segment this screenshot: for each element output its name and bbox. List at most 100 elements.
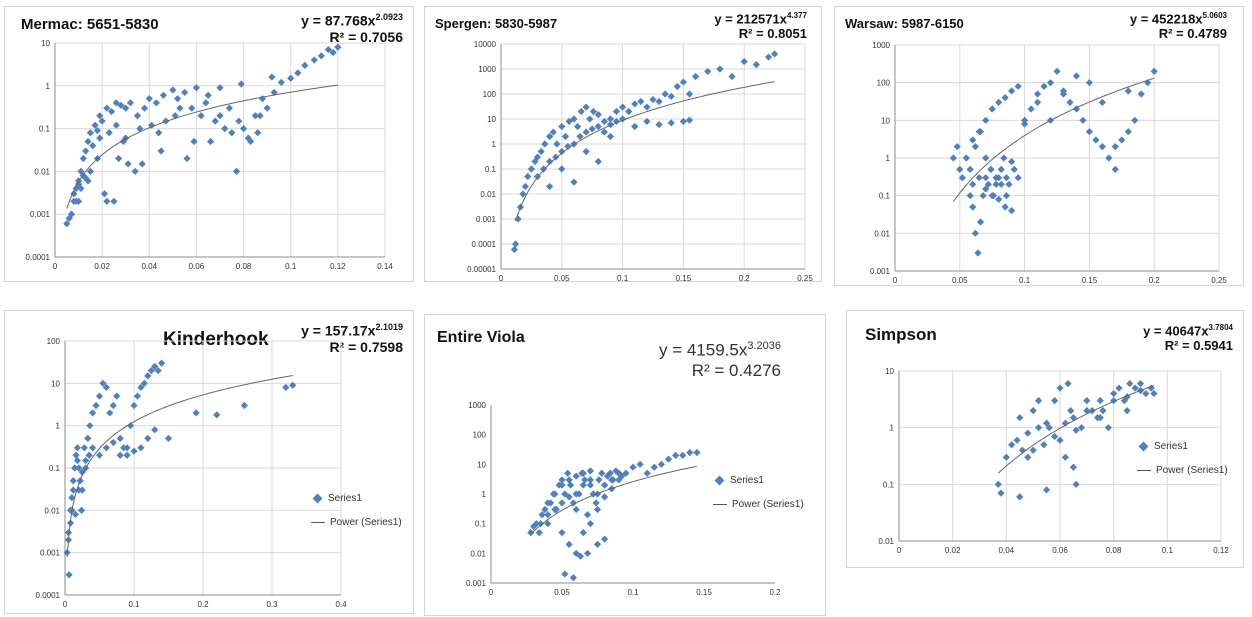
- data-point: [1042, 419, 1051, 427]
- data-point: [595, 476, 603, 484]
- data-point: [686, 448, 694, 457]
- data-point: [969, 180, 977, 188]
- data-point: [324, 46, 333, 54]
- data-point: [151, 426, 159, 434]
- power-trendline: [66, 375, 293, 558]
- data-point: [1016, 493, 1024, 501]
- data-point: [317, 52, 325, 60]
- data-point: [1002, 174, 1011, 182]
- data-point: [962, 154, 970, 162]
- legend-series: Series1: [328, 492, 362, 504]
- chart-panel-mermac: Mermac: 5651-5830 y = 87.768x2.0923 R² =…: [4, 6, 414, 282]
- data-point: [975, 174, 983, 182]
- x-tick-label: 0.1: [1019, 276, 1031, 285]
- data-point: [572, 505, 580, 514]
- data-point: [92, 401, 100, 410]
- data-point: [992, 180, 1000, 188]
- y-tick-label: 10: [41, 39, 50, 48]
- data-point: [190, 137, 198, 146]
- data-point: [771, 50, 779, 58]
- data-point: [85, 451, 93, 459]
- data-point: [164, 434, 173, 443]
- data-point: [558, 165, 566, 173]
- y-tick-label: 10: [881, 116, 890, 125]
- data-point: [82, 147, 90, 155]
- data-point: [1051, 397, 1059, 405]
- data-point: [643, 103, 651, 111]
- power-trendline: [530, 465, 698, 535]
- data-point: [206, 137, 215, 146]
- x-tick-label: 0: [893, 276, 898, 285]
- data-point: [1056, 436, 1064, 444]
- data-point: [657, 460, 665, 468]
- data-point: [1040, 82, 1048, 90]
- x-tick-label: 0.08: [236, 262, 252, 271]
- data-point: [537, 520, 545, 528]
- y-tick-label: 0.0001: [472, 240, 497, 249]
- data-point: [138, 160, 146, 168]
- data-point: [137, 383, 145, 392]
- data-point: [197, 112, 205, 120]
- data-point: [216, 84, 224, 92]
- data-point: [152, 99, 160, 107]
- data-point: [263, 104, 271, 112]
- equation-text: y = 40647x: [1143, 323, 1209, 339]
- data-point: [997, 489, 1005, 497]
- data-point: [1029, 407, 1037, 415]
- data-point: [1061, 419, 1069, 427]
- x-tick-label: 0.4: [335, 600, 347, 609]
- legend-series: Series1: [1154, 440, 1188, 452]
- data-point: [130, 447, 138, 455]
- data-point: [579, 481, 587, 489]
- data-point: [1110, 397, 1118, 405]
- r-squared: R² = 0.8051: [738, 26, 807, 42]
- data-point: [643, 469, 651, 477]
- data-point: [1040, 441, 1048, 449]
- data-point: [593, 505, 602, 514]
- legend-series: Series1: [730, 474, 764, 486]
- y-tick-label: 1: [890, 424, 895, 433]
- data-point: [1123, 407, 1131, 415]
- data-point: [239, 125, 248, 133]
- data-point: [123, 451, 131, 459]
- data-point: [589, 107, 598, 116]
- data-point: [650, 463, 658, 471]
- data-point: [582, 128, 590, 136]
- data-point: [606, 115, 615, 123]
- data-point: [1105, 154, 1113, 162]
- x-tick-label: 0.12: [330, 262, 346, 271]
- data-point: [593, 540, 602, 549]
- data-point: [992, 174, 1000, 182]
- data-point: [1092, 136, 1100, 144]
- power-trendline: [952, 77, 1155, 202]
- data-point: [1005, 180, 1013, 188]
- x-tick-label: 0.05: [554, 588, 570, 597]
- data-point: [247, 137, 255, 146]
- data-point: [655, 120, 663, 129]
- data-point: [582, 147, 590, 156]
- data-point: [1064, 379, 1072, 388]
- data-point: [988, 192, 996, 200]
- data-point: [601, 481, 609, 489]
- data-point: [704, 67, 712, 76]
- x-tick-label: 0.25: [797, 274, 813, 283]
- data-point: [966, 192, 974, 200]
- chart-legend: Series1 Power (Series1): [713, 473, 804, 521]
- data-point: [1131, 116, 1139, 124]
- y-tick-label: 0.001: [466, 579, 487, 588]
- data-point: [126, 99, 135, 107]
- data-point: [1104, 424, 1112, 432]
- data-point: [511, 240, 520, 248]
- data-point: [558, 122, 566, 131]
- data-point: [1126, 379, 1134, 388]
- y-tick-label: 100: [483, 90, 497, 99]
- data-point: [89, 444, 97, 452]
- data-point: [1046, 79, 1055, 87]
- data-point: [558, 476, 566, 484]
- data-point: [541, 140, 549, 148]
- y-tick-label: 0.01: [874, 229, 890, 238]
- data-point: [1077, 424, 1086, 432]
- data-point: [329, 48, 337, 57]
- y-tick-label: 0.001: [30, 210, 51, 219]
- y-tick-label: 1: [482, 490, 487, 499]
